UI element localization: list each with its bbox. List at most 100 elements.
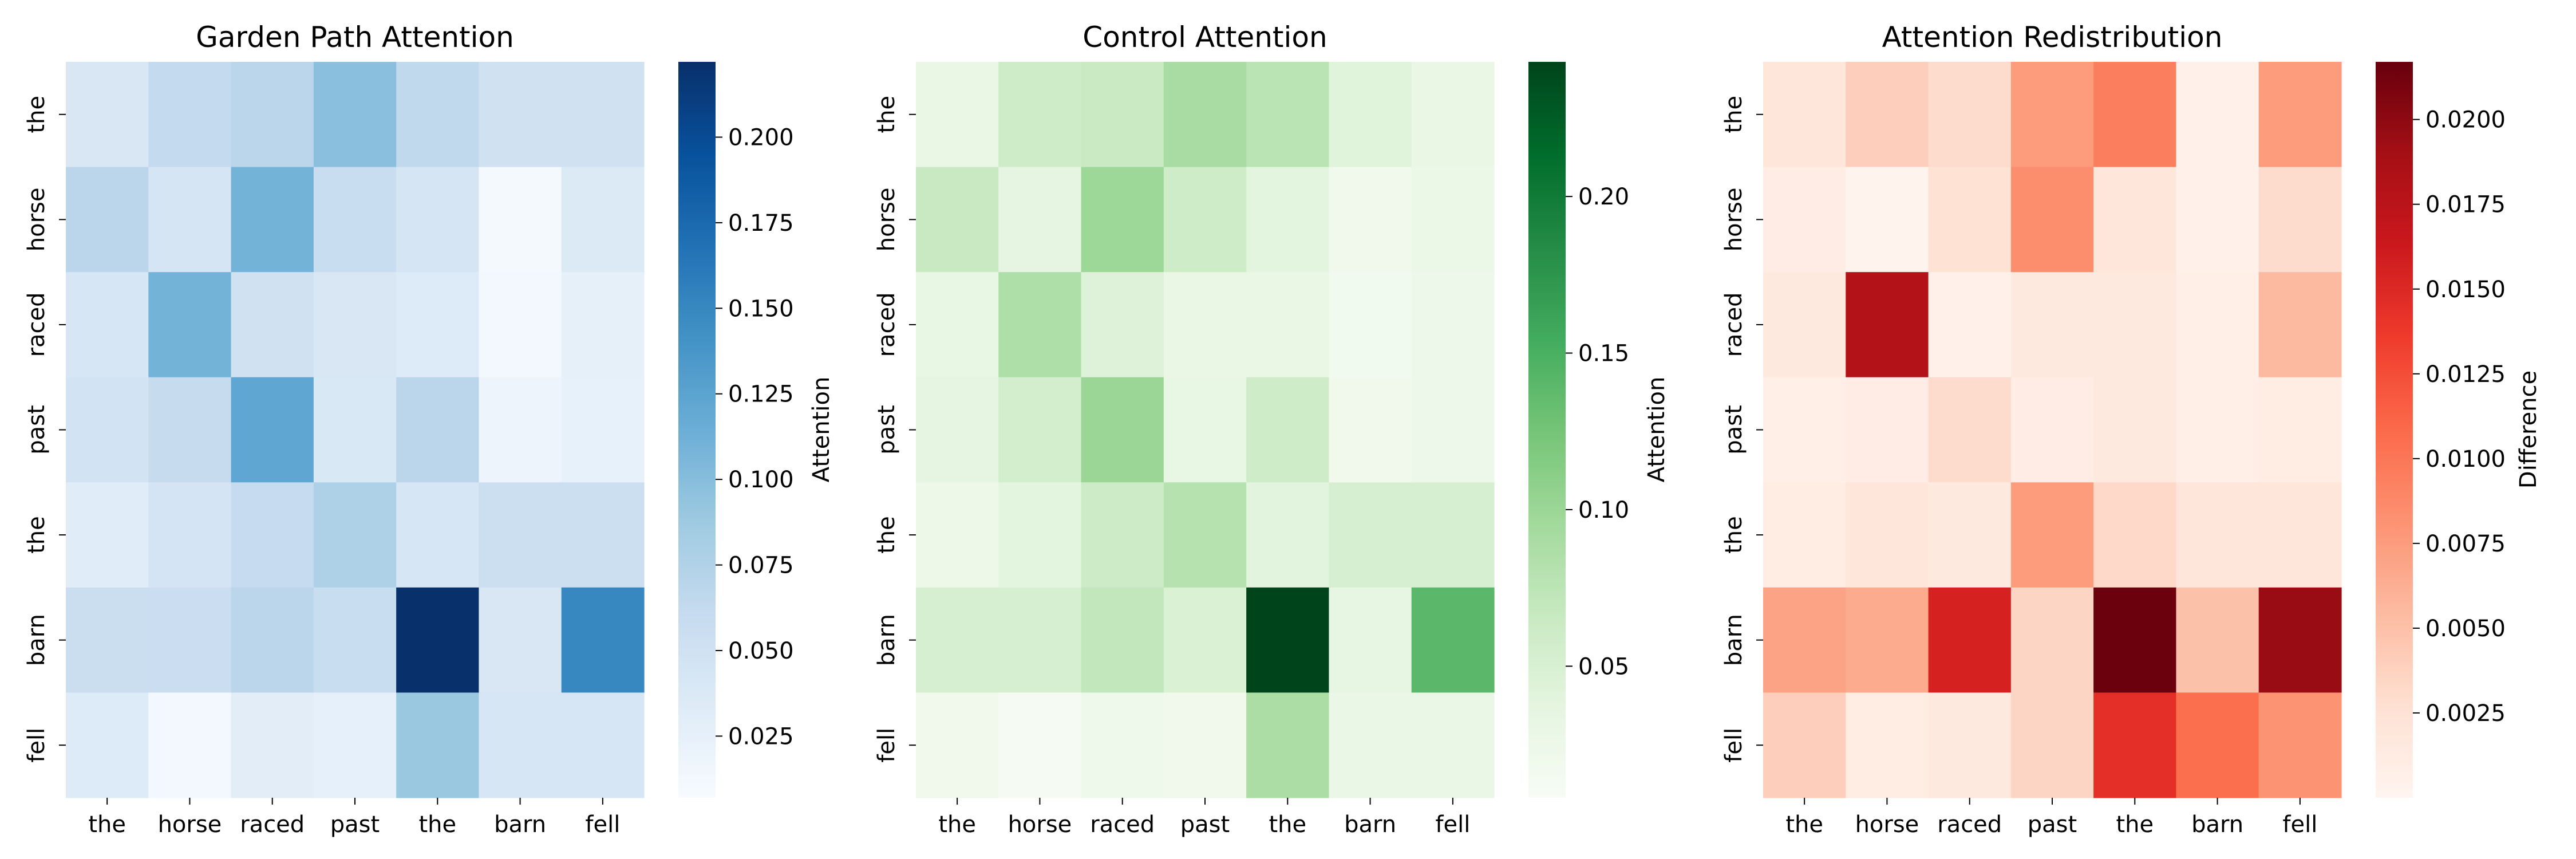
chart-title: Control Attention [1082, 21, 1327, 54]
heatmap-cell [148, 587, 232, 693]
colorbar-tick-label: 0.0125 [2425, 361, 2506, 388]
heatmap-cell [2258, 587, 2342, 693]
y-tick-label: barn [1721, 614, 1747, 666]
heatmap-cell [1081, 482, 1164, 588]
heatmap-cell [66, 167, 149, 273]
y-tick-labels: the horse raced past the barn fell [874, 96, 916, 763]
heatmap-cell [998, 272, 1082, 378]
heatmap-cell [148, 167, 232, 273]
colorbar-tick-label: 0.20 [1578, 184, 1629, 210]
heatmap-cell [231, 62, 314, 168]
colorbar-tick-label: 0.025 [728, 723, 794, 750]
heatmap-cell [1246, 482, 1330, 588]
heatmap-cell [998, 377, 1082, 483]
heatmap-cell [2176, 377, 2259, 483]
heatmap-cell [1081, 587, 1164, 693]
colorbar-tick-label: 0.0150 [2425, 277, 2506, 303]
heatmap-cell [1163, 272, 1247, 378]
heatmap-cell [2258, 482, 2342, 588]
heatmap-cell [1411, 692, 1495, 798]
heatmap-cell [1163, 62, 1247, 168]
y-tick-label: past [874, 405, 900, 454]
heatmap-cell [1329, 377, 1412, 483]
heatmap-cell [231, 167, 314, 273]
heatmap-cell [2093, 692, 2177, 798]
x-tick-label: fell [585, 811, 620, 838]
heatmap-cell [2176, 272, 2259, 378]
heatmap-cell [998, 587, 1082, 693]
colorbar-tick-label: 0.175 [728, 210, 794, 237]
heatmap-cell [396, 62, 480, 168]
heatmap-cell [1081, 272, 1164, 378]
heatmap-cell [2093, 167, 2177, 273]
heatmap-cell [66, 482, 149, 588]
y-tick-label: raced [23, 292, 50, 357]
heatmap-cell [1163, 377, 1247, 483]
heatmap-cell [1081, 167, 1164, 273]
colorbar-tick-label: 0.0075 [2425, 531, 2506, 557]
colorbar-label: Attention [1643, 377, 1670, 483]
heatmap-cell [313, 272, 397, 378]
heatmap-cell [1928, 272, 2012, 378]
x-tick-label: the [1785, 811, 1823, 838]
x-tick-label: the [1269, 811, 1306, 838]
heatmap-cell [998, 62, 1082, 168]
y-tick-label: raced [1721, 292, 1747, 357]
heatmap-cell [1763, 272, 1846, 378]
colorbar-tick-label: 0.0175 [2425, 192, 2506, 218]
heatmap-cell [561, 377, 645, 483]
heatmap-cell [313, 167, 397, 273]
heatmap-cell [2093, 377, 2177, 483]
x-tick-label: past [2028, 811, 2077, 838]
x-tick-labels: the horse raced past the barn fell [1785, 798, 2317, 838]
heatmap-cells [66, 62, 645, 798]
heatmap-cell [1411, 482, 1495, 588]
colorbar [1528, 62, 1566, 798]
heatmap-cell [1163, 587, 1247, 693]
y-tick-label: the [1721, 516, 1747, 554]
heatmap-cell [2010, 587, 2094, 693]
heatmap-cell [479, 62, 562, 168]
y-tick-label: the [874, 516, 900, 554]
heatmap-cell [2010, 482, 2094, 588]
y-tick-label: fell [874, 728, 900, 763]
x-tick-label: raced [1090, 811, 1155, 838]
y-tick-label: past [1721, 405, 1747, 454]
colorbar-tick-label: 0.075 [728, 553, 794, 579]
y-tick-label: the [874, 96, 900, 133]
heatmap-cell [1246, 272, 1330, 378]
colorbar-label: Difference [2515, 371, 2542, 488]
heatmap-panel-redistribution: Attention Redistribution the horse raced pa… [1721, 21, 2542, 838]
y-tick-label: past [23, 405, 50, 454]
x-tick-labels: the horse raced past the barn fell [938, 798, 1470, 838]
colorbar-tick-label: 0.200 [728, 124, 794, 151]
heatmap-cell [66, 377, 149, 483]
heatmap-cell [313, 377, 397, 483]
heatmap-cell [1411, 62, 1495, 168]
colorbar-tick-label: 0.0100 [2425, 446, 2506, 472]
heatmap-cell [998, 167, 1082, 273]
heatmap-cell [2010, 62, 2094, 168]
heatmap-cell [1163, 167, 1247, 273]
heatmap-cell [1928, 377, 2012, 483]
heatmap-cell [2093, 587, 2177, 693]
y-tick-label: the [23, 96, 50, 133]
heatmap-cell [1763, 167, 1846, 273]
heatmap-cell [2258, 377, 2342, 483]
heatmap-cell [916, 377, 999, 483]
heatmap-cell [1846, 62, 1929, 168]
heatmap-cell [2093, 482, 2177, 588]
heatmap-cell [2010, 167, 2094, 273]
heatmap-cell [1846, 482, 1929, 588]
heatmap-cell [1763, 62, 1846, 168]
colorbar-ticks: 0.05 0.10 0.15 0.20 [1566, 184, 1629, 680]
y-tick-label: barn [23, 614, 50, 666]
heatmap-cell [1329, 272, 1412, 378]
heatmap-cell [1846, 377, 1929, 483]
colorbar-ticks: 0.025 0.050 0.075 0.100 0.125 0.150 0.175 0.200 [716, 124, 794, 750]
heatmap-cell [1928, 692, 2012, 798]
heatmap-cell [148, 272, 232, 378]
heatmap-cell [231, 692, 314, 798]
heatmap-cell [1163, 692, 1247, 798]
heatmap-cell [1928, 587, 2012, 693]
